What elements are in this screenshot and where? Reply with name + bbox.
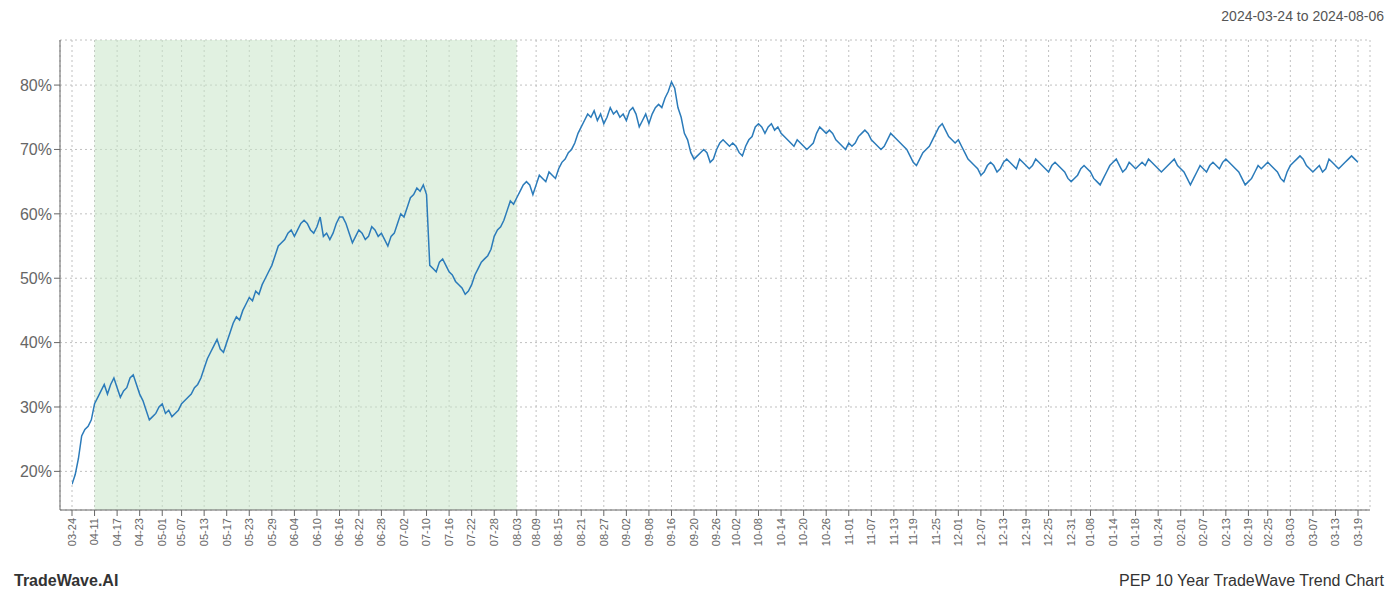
svg-text:10-08: 10-08 — [752, 518, 764, 546]
svg-text:02-13: 02-13 — [1220, 518, 1232, 546]
html-text:TradeWave.AI: TradeWave.AI — [14, 572, 119, 589]
svg-text:03-19: 03-19 — [1352, 518, 1364, 546]
svg-text:11-19: 11-19 — [907, 518, 919, 545]
svg-text:04-17: 04-17 — [111, 518, 123, 546]
html-text:PEP 10 Year TradeWave Trend Ch: PEP 10 Year TradeWave Trend Chart — [1119, 572, 1384, 589]
svg-text:05-01: 05-01 — [156, 518, 168, 546]
svg-text:02-01: 02-01 — [1175, 518, 1187, 546]
svg-text:01-14: 01-14 — [1107, 518, 1119, 546]
svg-text:11-25: 11-25 — [930, 518, 942, 545]
svg-text:05-13: 05-13 — [198, 518, 210, 546]
svg-text:03-24: 03-24 — [66, 518, 78, 546]
svg-text:08-15: 08-15 — [552, 518, 564, 546]
svg-text:03-03: 03-03 — [1284, 518, 1296, 546]
svg-text:12-13: 12-13 — [997, 518, 1009, 546]
svg-text:05-07: 05-07 — [175, 518, 187, 546]
svg-text:40%: 40% — [20, 334, 52, 351]
svg-text:07-28: 07-28 — [488, 518, 500, 546]
svg-text:12-01: 12-01 — [952, 518, 964, 546]
svg-text:08-09: 08-09 — [530, 518, 542, 546]
svg-text:10-20: 10-20 — [797, 518, 809, 546]
svg-text:06-16: 06-16 — [333, 518, 345, 546]
svg-text:02-19: 02-19 — [1242, 518, 1254, 546]
svg-text:07-02: 07-02 — [398, 518, 410, 546]
svg-text:09-02: 09-02 — [620, 518, 632, 546]
svg-text:30%: 30% — [20, 399, 52, 416]
svg-text:06-28: 06-28 — [375, 518, 387, 546]
svg-text:10-14: 10-14 — [775, 518, 787, 546]
svg-text:10-02: 10-02 — [730, 518, 742, 546]
svg-text:04-11: 04-11 — [88, 518, 100, 545]
svg-text:05-29: 05-29 — [266, 518, 278, 546]
svg-text:02-07: 02-07 — [1197, 518, 1209, 546]
svg-text:05-17: 05-17 — [221, 518, 233, 546]
svg-text:01-24: 01-24 — [1152, 518, 1164, 546]
svg-text:03-13: 03-13 — [1329, 518, 1341, 546]
svg-text:05-23: 05-23 — [243, 518, 255, 546]
svg-text:08-03: 08-03 — [511, 518, 523, 546]
svg-text:12-31: 12-31 — [1065, 518, 1077, 546]
svg-text:12-25: 12-25 — [1042, 518, 1054, 546]
svg-text:11-07: 11-07 — [865, 518, 877, 545]
svg-text:08-21: 08-21 — [575, 518, 587, 546]
svg-text:08-27: 08-27 — [598, 518, 610, 546]
svg-text:01-18: 01-18 — [1129, 518, 1141, 546]
svg-text:80%: 80% — [20, 77, 52, 94]
svg-text:12-07: 12-07 — [975, 518, 987, 546]
svg-text:60%: 60% — [20, 206, 52, 223]
svg-text:07-22: 07-22 — [465, 518, 477, 546]
svg-text:20%: 20% — [20, 463, 52, 480]
svg-text:50%: 50% — [20, 270, 52, 287]
svg-text:06-22: 06-22 — [353, 518, 365, 546]
html-text:2024-03-24 to 2024-08-06: 2024-03-24 to 2024-08-06 — [1221, 8, 1384, 24]
svg-text:03-07: 03-07 — [1307, 518, 1319, 546]
svg-text:06-04: 06-04 — [288, 518, 300, 546]
svg-text:11-13: 11-13 — [888, 518, 900, 545]
svg-text:10-26: 10-26 — [820, 518, 832, 546]
svg-text:07-16: 07-16 — [443, 518, 455, 546]
svg-text:04-23: 04-23 — [133, 518, 145, 546]
svg-text:70%: 70% — [20, 141, 52, 158]
svg-text:11-01: 11-01 — [843, 518, 855, 545]
svg-text:12-19: 12-19 — [1020, 518, 1032, 546]
svg-text:09-26: 09-26 — [710, 518, 722, 546]
svg-text:07-10: 07-10 — [420, 518, 432, 546]
svg-text:02-25: 02-25 — [1262, 518, 1274, 546]
svg-text:09-20: 09-20 — [688, 518, 700, 546]
svg-text:09-08: 09-08 — [643, 518, 655, 546]
svg-text:09-16: 09-16 — [665, 518, 677, 546]
svg-text:01-08: 01-08 — [1084, 518, 1096, 546]
svg-text:06-10: 06-10 — [311, 518, 323, 546]
